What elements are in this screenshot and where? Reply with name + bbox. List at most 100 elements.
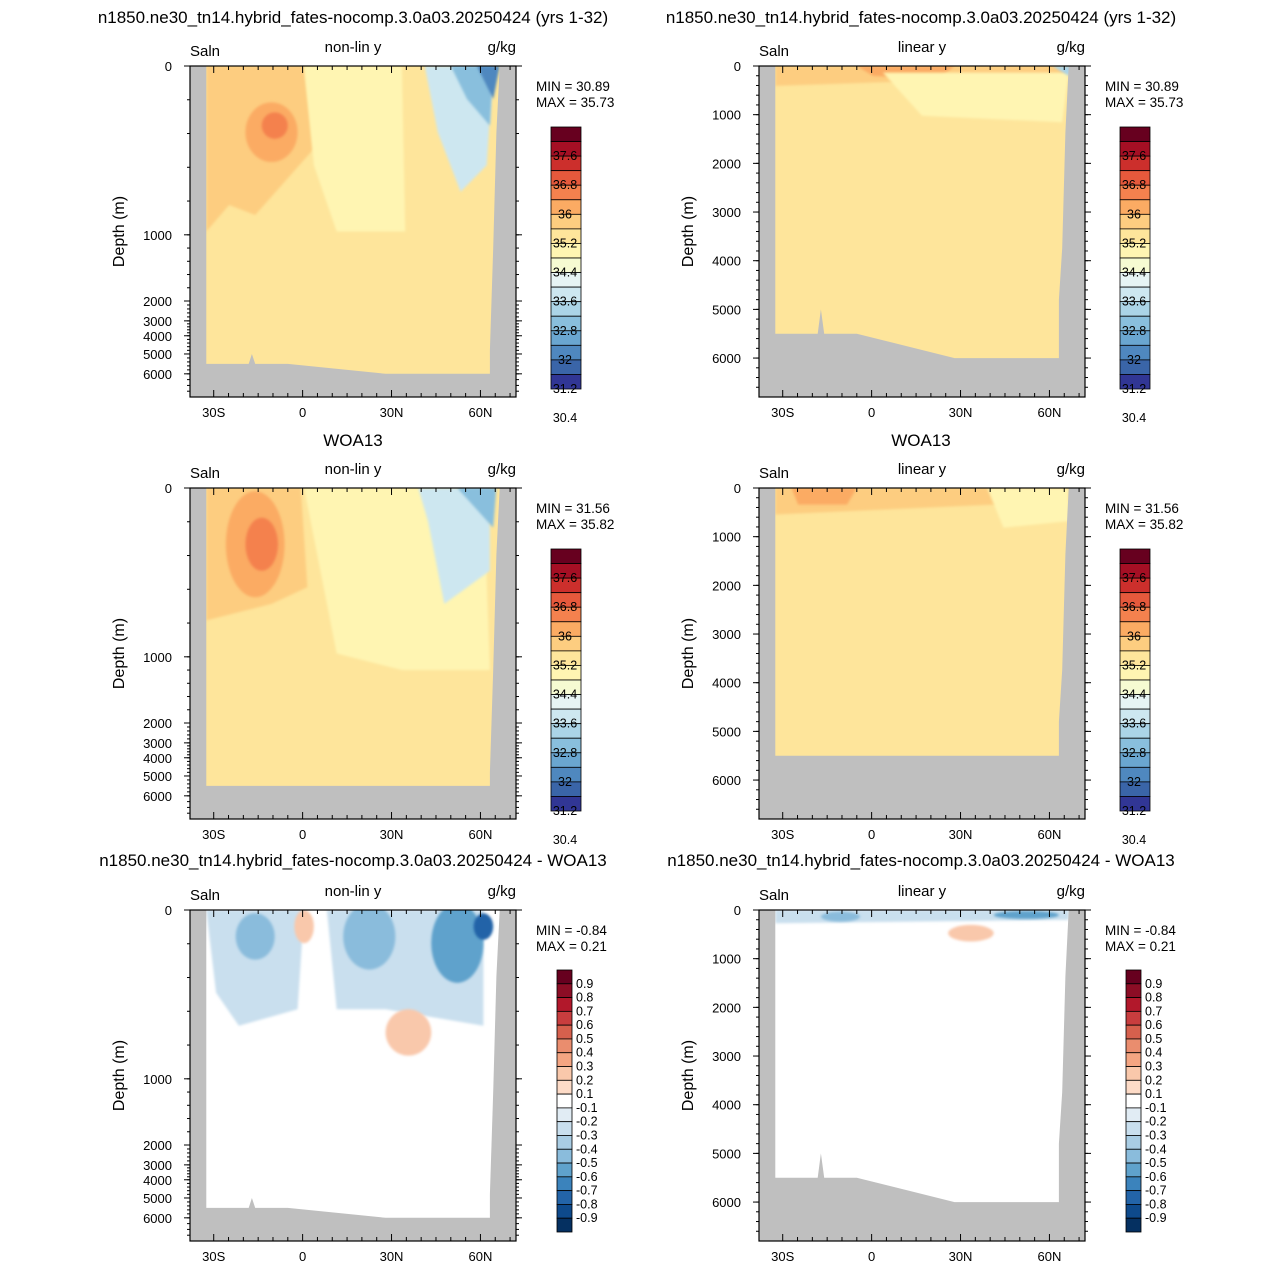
colorbar-label: -0.5 bbox=[576, 1156, 598, 1170]
colorbar-label: 0.9 bbox=[576, 977, 593, 991]
y-tick-label: 4000 bbox=[712, 1098, 741, 1113]
colorbar-swatch bbox=[1125, 1093, 1142, 1109]
colorbar-swatch bbox=[1125, 1190, 1142, 1205]
contour-pos-2 bbox=[294, 910, 314, 944]
colorbar-swatch bbox=[1125, 1121, 1142, 1136]
y-tick-label: 3000 bbox=[712, 205, 741, 220]
variable-label: Saln bbox=[759, 43, 789, 60]
contour-warm-max bbox=[245, 517, 279, 571]
y-tick-label: 0 bbox=[165, 481, 172, 496]
y-tick-label: 1000 bbox=[143, 1072, 172, 1087]
colorbar-swatch bbox=[556, 1190, 573, 1205]
colorbar-swatch bbox=[556, 1217, 573, 1233]
colorbar-swatch bbox=[1119, 548, 1151, 564]
colorbar-swatch bbox=[556, 1148, 573, 1164]
y-tick-label: 4000 bbox=[712, 254, 741, 269]
y-tick-label: 5000 bbox=[712, 1146, 741, 1161]
colorbar-label: 0.7 bbox=[576, 1004, 593, 1018]
y-tick-label: 4000 bbox=[143, 751, 172, 766]
y-tick-label: 3000 bbox=[143, 736, 172, 751]
colorbar-label: -0.6 bbox=[1145, 1170, 1167, 1184]
colorbar-label: 32.8 bbox=[553, 324, 577, 338]
x-tick-label: 60N bbox=[1038, 1249, 1062, 1264]
x-tick-label: 60N bbox=[1038, 827, 1062, 842]
y-tick-label: 0 bbox=[734, 903, 741, 918]
y-tick-label: 2000 bbox=[712, 156, 741, 171]
panel-4: 30S 0 30N 60N 0 1000 2000 3000 4000 5000 6000 Depth… bbox=[680, 461, 1183, 847]
colorbar-swatch bbox=[1125, 1204, 1142, 1219]
y-tick-label: 1000 bbox=[143, 228, 172, 243]
contour-warm-max bbox=[261, 112, 288, 139]
colorbar-label: -0.1 bbox=[1145, 1101, 1167, 1115]
colorbar-swatch bbox=[1119, 374, 1151, 390]
land-mask bbox=[190, 488, 516, 819]
contour-neg-1 bbox=[206, 910, 305, 1026]
colorbar-label: 33.6 bbox=[553, 295, 577, 309]
x-tick-label: 30N bbox=[380, 1249, 404, 1264]
max-label: MAX = 0.21 bbox=[536, 939, 607, 954]
colorbar-label: 36.8 bbox=[553, 178, 577, 192]
colorbar-label: 36 bbox=[558, 629, 572, 643]
colorbar-label: 31.2 bbox=[553, 382, 577, 396]
x-tick-label: 60N bbox=[1038, 405, 1062, 420]
colorbar-label: 33.6 bbox=[553, 717, 577, 731]
y-tick-label: 5000 bbox=[143, 347, 172, 362]
colorbar-swatch bbox=[556, 1135, 573, 1150]
x-tick-label: 60N bbox=[469, 1249, 493, 1264]
y-tick-label: 6000 bbox=[143, 367, 172, 382]
land-mask bbox=[759, 488, 1085, 819]
colorbar-label: -0.7 bbox=[576, 1184, 598, 1198]
y-tick-label: 3000 bbox=[143, 314, 172, 329]
colorbar-label: 35.2 bbox=[1122, 658, 1146, 672]
units-label: g/kg bbox=[488, 39, 516, 56]
row2-title-right: WOA13 bbox=[891, 431, 951, 450]
colorbar-swatch bbox=[556, 1162, 573, 1178]
contour-neg-6 bbox=[473, 913, 494, 940]
y-axis-label: Depth (m) bbox=[680, 618, 697, 689]
land-mask bbox=[190, 910, 516, 1241]
colorbar-label: 0.9 bbox=[1145, 977, 1162, 991]
colorbar: 0.90.80.70.60.50.40.30.20.1-0.1-0.2-0.3-… bbox=[556, 969, 598, 1233]
colorbar-label: 30.4 bbox=[1122, 833, 1146, 847]
y-tick-label: 0 bbox=[165, 903, 172, 918]
y-tick-label: 2000 bbox=[143, 716, 172, 731]
land-mask bbox=[759, 910, 1085, 1241]
variable-label: Saln bbox=[759, 887, 789, 904]
colorbar-label: 0.3 bbox=[576, 1060, 593, 1074]
contour-fresh-3 bbox=[450, 66, 494, 126]
x-tick-label: 30S bbox=[202, 1249, 225, 1264]
colorbar-label: 0.4 bbox=[576, 1046, 593, 1060]
y-axis-label: Depth (m) bbox=[111, 618, 128, 689]
contour-pos-1 bbox=[385, 1009, 432, 1056]
colorbar-swatch bbox=[1125, 1162, 1142, 1178]
scale-label: non-lin y bbox=[325, 461, 382, 478]
colorbar-swatch bbox=[1125, 1135, 1142, 1150]
y-tick-label: 4000 bbox=[143, 329, 172, 344]
colorbar-swatch bbox=[1125, 1052, 1142, 1067]
land-mask bbox=[759, 66, 1085, 397]
plot-frame bbox=[189, 487, 517, 820]
colorbar-label: -0.9 bbox=[1145, 1211, 1167, 1225]
colorbar-label: 0.8 bbox=[1145, 991, 1162, 1005]
colorbar-label: 37.6 bbox=[553, 571, 577, 585]
row3-title-right: n1850.ne30_tn14.hybrid_fates-nocomp.3.0a… bbox=[667, 851, 1175, 870]
colorbar-label: 0.2 bbox=[1145, 1073, 1162, 1087]
x-tick-label: 30S bbox=[771, 827, 794, 842]
colorbar-swatch bbox=[556, 1093, 573, 1109]
variable-label: Saln bbox=[190, 43, 220, 60]
max-label: MAX = 0.21 bbox=[1105, 939, 1176, 954]
variable-label: Saln bbox=[759, 465, 789, 482]
colorbar-label: -0.8 bbox=[576, 1197, 598, 1211]
min-label: MIN = -0.84 bbox=[1105, 923, 1176, 938]
colorbar: 0.90.80.70.60.50.40.30.20.1-0.1-0.2-0.3-… bbox=[1125, 969, 1167, 1233]
contour-neg-4 bbox=[343, 910, 396, 970]
row1-title-right: n1850.ne30_tn14.hybrid_fates-nocomp.3.0a… bbox=[666, 8, 1176, 27]
y-tick-label: 6000 bbox=[143, 789, 172, 804]
contour-fresh-2 bbox=[418, 488, 490, 604]
y-tick-label: 1000 bbox=[712, 108, 741, 123]
colorbar-label: 31.2 bbox=[553, 804, 577, 818]
